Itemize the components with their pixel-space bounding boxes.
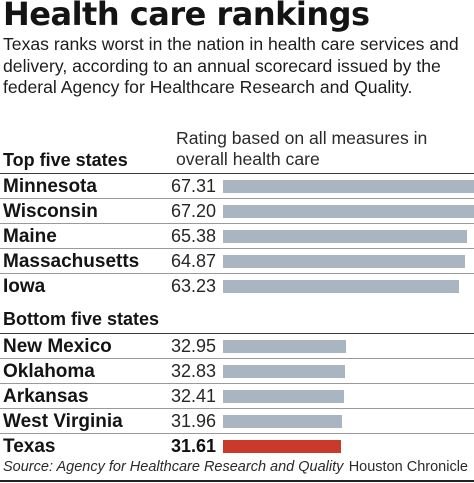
bar-row: New Mexico 32.95 <box>0 334 474 359</box>
row-divider-rule <box>0 433 474 434</box>
group-divider-rule <box>0 173 474 174</box>
row-divider-rule <box>0 223 474 224</box>
value-label: 32.83 <box>170 361 216 381</box>
top-group-label: Top five states <box>3 150 128 170</box>
bar <box>223 365 345 378</box>
bar <box>223 205 474 218</box>
source-note: Source: Agency for Healthcare Research a… <box>3 459 344 475</box>
group-divider-rule <box>0 333 474 334</box>
bar-row: Oklahoma 32.83 <box>0 359 474 384</box>
state-label: New Mexico <box>3 336 112 357</box>
value-label: 63.23 <box>170 276 216 296</box>
state-label: Wisconsin <box>3 201 98 222</box>
state-label: Oklahoma <box>3 361 95 382</box>
bar-row: Texas 31.61 <box>0 434 474 459</box>
state-label: Arkansas <box>3 386 89 407</box>
row-divider-rule <box>0 248 474 249</box>
value-label: 32.41 <box>170 386 216 406</box>
row-divider-rule <box>0 358 474 359</box>
state-label: Maine <box>3 226 57 247</box>
highlight-bar <box>223 440 341 453</box>
bar <box>223 230 467 243</box>
chart-title: Health care rankings <box>3 0 370 33</box>
column-header: Rating based on all measures in overall … <box>176 128 428 169</box>
row-divider-rule <box>0 273 474 274</box>
state-label: West Virginia <box>3 411 123 432</box>
state-label: Texas <box>3 436 56 457</box>
bottom-rule <box>0 480 474 482</box>
value-label: 31.96 <box>170 411 216 431</box>
value-label: 67.31 <box>170 176 216 196</box>
state-label: Minnesota <box>3 176 97 197</box>
row-divider-rule <box>0 383 474 384</box>
bar-row: Arkansas 32.41 <box>0 384 474 409</box>
bar-row: Minnesota 67.31 <box>0 174 474 199</box>
bar-row: Iowa 63.23 <box>0 274 474 299</box>
credit-line: Houston Chronicle <box>348 459 468 475</box>
bar-row: Massachusetts 64.87 <box>0 249 474 274</box>
value-label: 65.38 <box>170 226 216 246</box>
row-divider-rule <box>0 198 474 199</box>
bar <box>223 180 474 193</box>
value-label: 31.61 <box>170 436 216 456</box>
value-label: 32.95 <box>170 336 216 356</box>
bar-row: West Virginia 31.96 <box>0 409 474 434</box>
chart-subtitle: Texas ranks worst in the nation in healt… <box>3 34 459 98</box>
row-divider-rule <box>0 408 474 409</box>
bar <box>223 415 342 428</box>
bar <box>223 280 459 293</box>
value-label: 64.87 <box>170 251 216 271</box>
state-label: Iowa <box>3 276 46 297</box>
value-label: 67.20 <box>170 201 216 221</box>
bar <box>223 340 346 353</box>
bar <box>223 390 344 403</box>
bottom-group-label: Bottom five states <box>3 309 160 329</box>
bar <box>223 255 465 268</box>
bar-row: Wisconsin 67.20 <box>0 199 474 224</box>
state-label: Massachusetts <box>3 251 140 272</box>
bar-row: Maine 65.38 <box>0 224 474 249</box>
